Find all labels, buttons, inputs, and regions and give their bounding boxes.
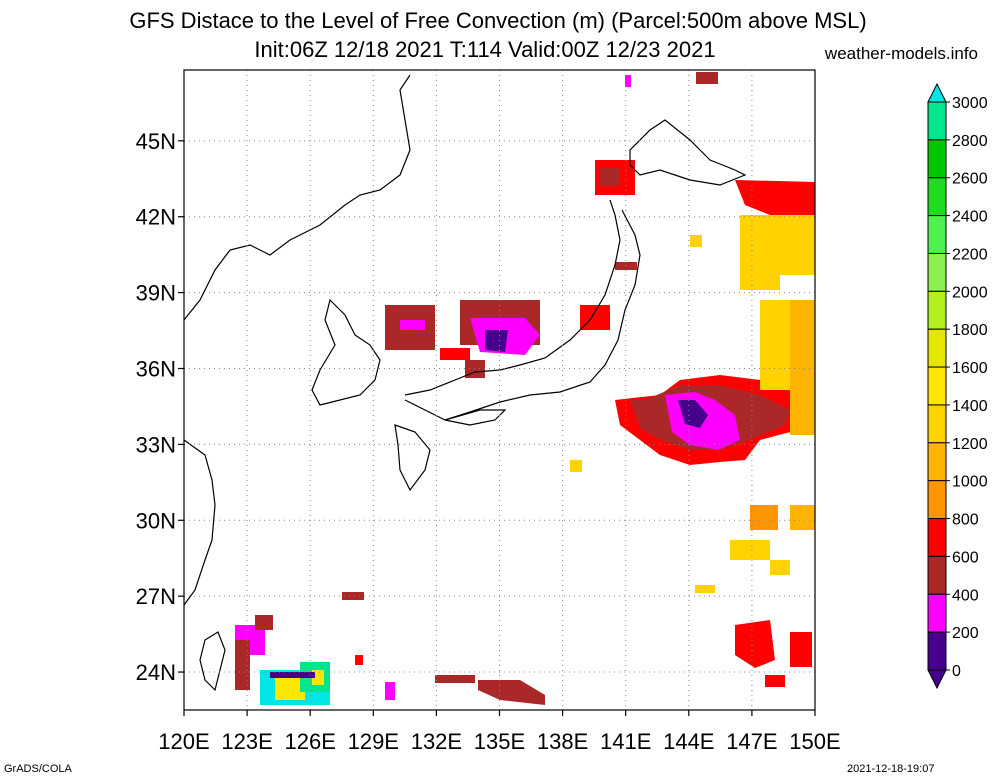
colorbar-label: 0 — [952, 663, 961, 680]
colorbar-label: 400 — [952, 587, 979, 604]
lon-tick-label: 126E — [285, 729, 336, 754]
colorbar-label: 1600 — [952, 360, 988, 377]
colorbar-segment — [927, 593, 947, 633]
colorbar-segment — [927, 366, 947, 406]
colorbar-segment — [927, 328, 947, 368]
colorbar-segment — [927, 631, 947, 671]
colorbar-label: 2600 — [952, 171, 988, 188]
lat-axis: 45N 42N 39N 36N 33N 30N 27N 24N — [136, 129, 176, 685]
chart-title: GFS Distace to the Level of Free Convect… — [129, 8, 867, 33]
lon-tick-label: 150E — [789, 729, 840, 754]
colorbar-label: 1200 — [952, 436, 988, 453]
lon-tick-label: 144E — [663, 729, 714, 754]
lat-tick-label: 27N — [136, 584, 176, 609]
colorbar-segment — [927, 555, 947, 595]
lat-tick-label: 36N — [136, 356, 176, 381]
lat-tick-label: 42N — [136, 205, 176, 230]
map-panel — [178, 69, 816, 716]
colorbar-bottom-arrow — [927, 669, 947, 690]
colorbar-label: 3000 — [952, 95, 988, 112]
colorbar-segment — [927, 404, 947, 444]
lat-tick-label: 45N — [136, 129, 176, 154]
lon-tick-label: 141E — [600, 729, 651, 754]
colorbar-segment — [927, 215, 947, 254]
colorbar-segment — [927, 290, 947, 330]
colorbar-label: 2400 — [952, 209, 988, 226]
lat-tick-label: 30N — [136, 508, 176, 533]
colorbar-label: 800 — [952, 512, 979, 529]
colorbar-label: 2200 — [952, 246, 988, 263]
lfc-field — [235, 72, 815, 705]
colorbar-top-arrow — [927, 82, 947, 103]
gridlines — [184, 70, 815, 710]
colorbar-label: 1000 — [952, 474, 988, 491]
lon-tick-label: 120E — [158, 729, 209, 754]
colorbar-label: 200 — [952, 625, 979, 642]
colorbar-segment — [927, 252, 947, 292]
footer-software: GrADS/COLA — [4, 763, 72, 775]
lat-tick-label: 39N — [136, 281, 176, 306]
colorbar-label: 2000 — [952, 284, 988, 301]
lon-tick-label: 132E — [411, 729, 462, 754]
lon-tick-label: 138E — [537, 729, 588, 754]
colorbar-segment — [927, 177, 947, 217]
colorbar-label: 600 — [952, 549, 979, 566]
colorbar-segment — [927, 442, 947, 482]
lat-tick-label: 24N — [136, 660, 176, 685]
colorbar-segment — [927, 518, 947, 557]
lon-tick-label: 123E — [221, 729, 272, 754]
lon-tick-label: 147E — [726, 729, 777, 754]
colorbar-label: 2800 — [952, 133, 988, 150]
lon-axis: 120E 123E 126E 129E 132E 135E 138E 141E 144E 147E… — [158, 729, 840, 754]
lon-tick-label: 135E — [474, 729, 525, 754]
axis-ticks — [178, 140, 816, 716]
colorbar-segment — [927, 101, 947, 141]
colorbar-label: 1400 — [952, 398, 988, 415]
footer-timestamp: 2021-12-18-19:07 — [847, 763, 935, 775]
colorbar-segment — [927, 139, 947, 179]
lon-tick-label: 129E — [348, 729, 399, 754]
colorbar-label: 1800 — [952, 322, 988, 339]
lat-tick-label: 33N — [136, 432, 176, 457]
coastline — [183, 74, 747, 692]
colorbar-segment — [927, 480, 947, 520]
site-label: weather-models.info — [824, 44, 978, 63]
colorbar: 3000280026002400220020001800160014001200… — [927, 82, 988, 690]
chart-subtitle: Init:06Z 12/18 2021 T:114 Valid:00Z 12/2… — [254, 37, 716, 62]
